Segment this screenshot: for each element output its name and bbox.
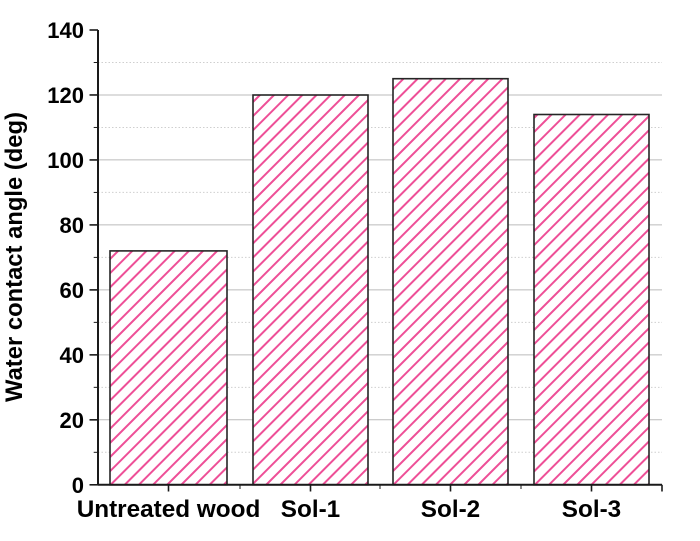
- svg-text:Sol-2: Sol-2: [421, 496, 480, 523]
- svg-text:0: 0: [72, 473, 84, 498]
- svg-text:60: 60: [60, 278, 84, 303]
- svg-text:Sol-3: Sol-3: [562, 496, 621, 523]
- svg-text:120: 120: [47, 83, 84, 108]
- svg-text:Water contact angle (deg): Water contact angle (deg): [1, 112, 28, 402]
- svg-text:Sol-1: Sol-1: [281, 496, 340, 523]
- svg-text:100: 100: [47, 148, 84, 173]
- svg-text:Untreated wood: Untreated wood: [77, 496, 261, 523]
- svg-text:80: 80: [60, 213, 84, 238]
- svg-text:40: 40: [60, 343, 84, 368]
- svg-text:20: 20: [60, 408, 84, 433]
- svg-text:140: 140: [47, 18, 84, 43]
